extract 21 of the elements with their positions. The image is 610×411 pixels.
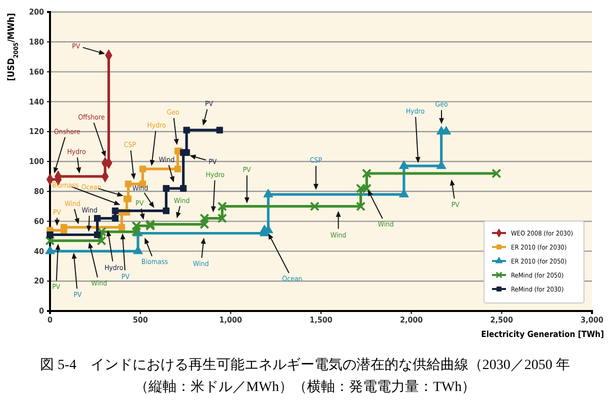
- y-tick-label: 0: [38, 306, 44, 316]
- y-tick-label: 160: [28, 67, 44, 76]
- x-tick-label: 3,000: [580, 316, 604, 325]
- y-tick-label: 200: [28, 8, 44, 17]
- y-tick-label: 80: [34, 186, 44, 196]
- x-tick-label: 1,500: [310, 316, 332, 325]
- x-tick-label: 1,000: [219, 316, 242, 325]
- y-tick-label: 120: [28, 127, 44, 136]
- x-tick-label: 500: [132, 316, 148, 325]
- y-tick-label: 180: [28, 37, 44, 46]
- x-axis-title: Electricity Generation [TWh]: [481, 330, 604, 340]
- y-tick-label: 140: [28, 97, 44, 106]
- x-tick-label: 0: [47, 316, 53, 325]
- y-tick-label: 20: [34, 276, 44, 286]
- x-tick-label: 2,500: [490, 316, 514, 325]
- text: 図 5-4 インドにおける再生可能エネルギー電気の潜在的な供給曲線（2030／2050 年: [40, 357, 570, 373]
- text: （縦軸：米ドル／MWh）（横軸：発電電力量：TWh）: [134, 379, 476, 395]
- y-tick-label: 100: [28, 157, 44, 166]
- x-tick-label: 2,000: [400, 316, 423, 325]
- y-tick-label: 60: [34, 216, 44, 226]
- y-tick-label: 40: [34, 246, 44, 256]
